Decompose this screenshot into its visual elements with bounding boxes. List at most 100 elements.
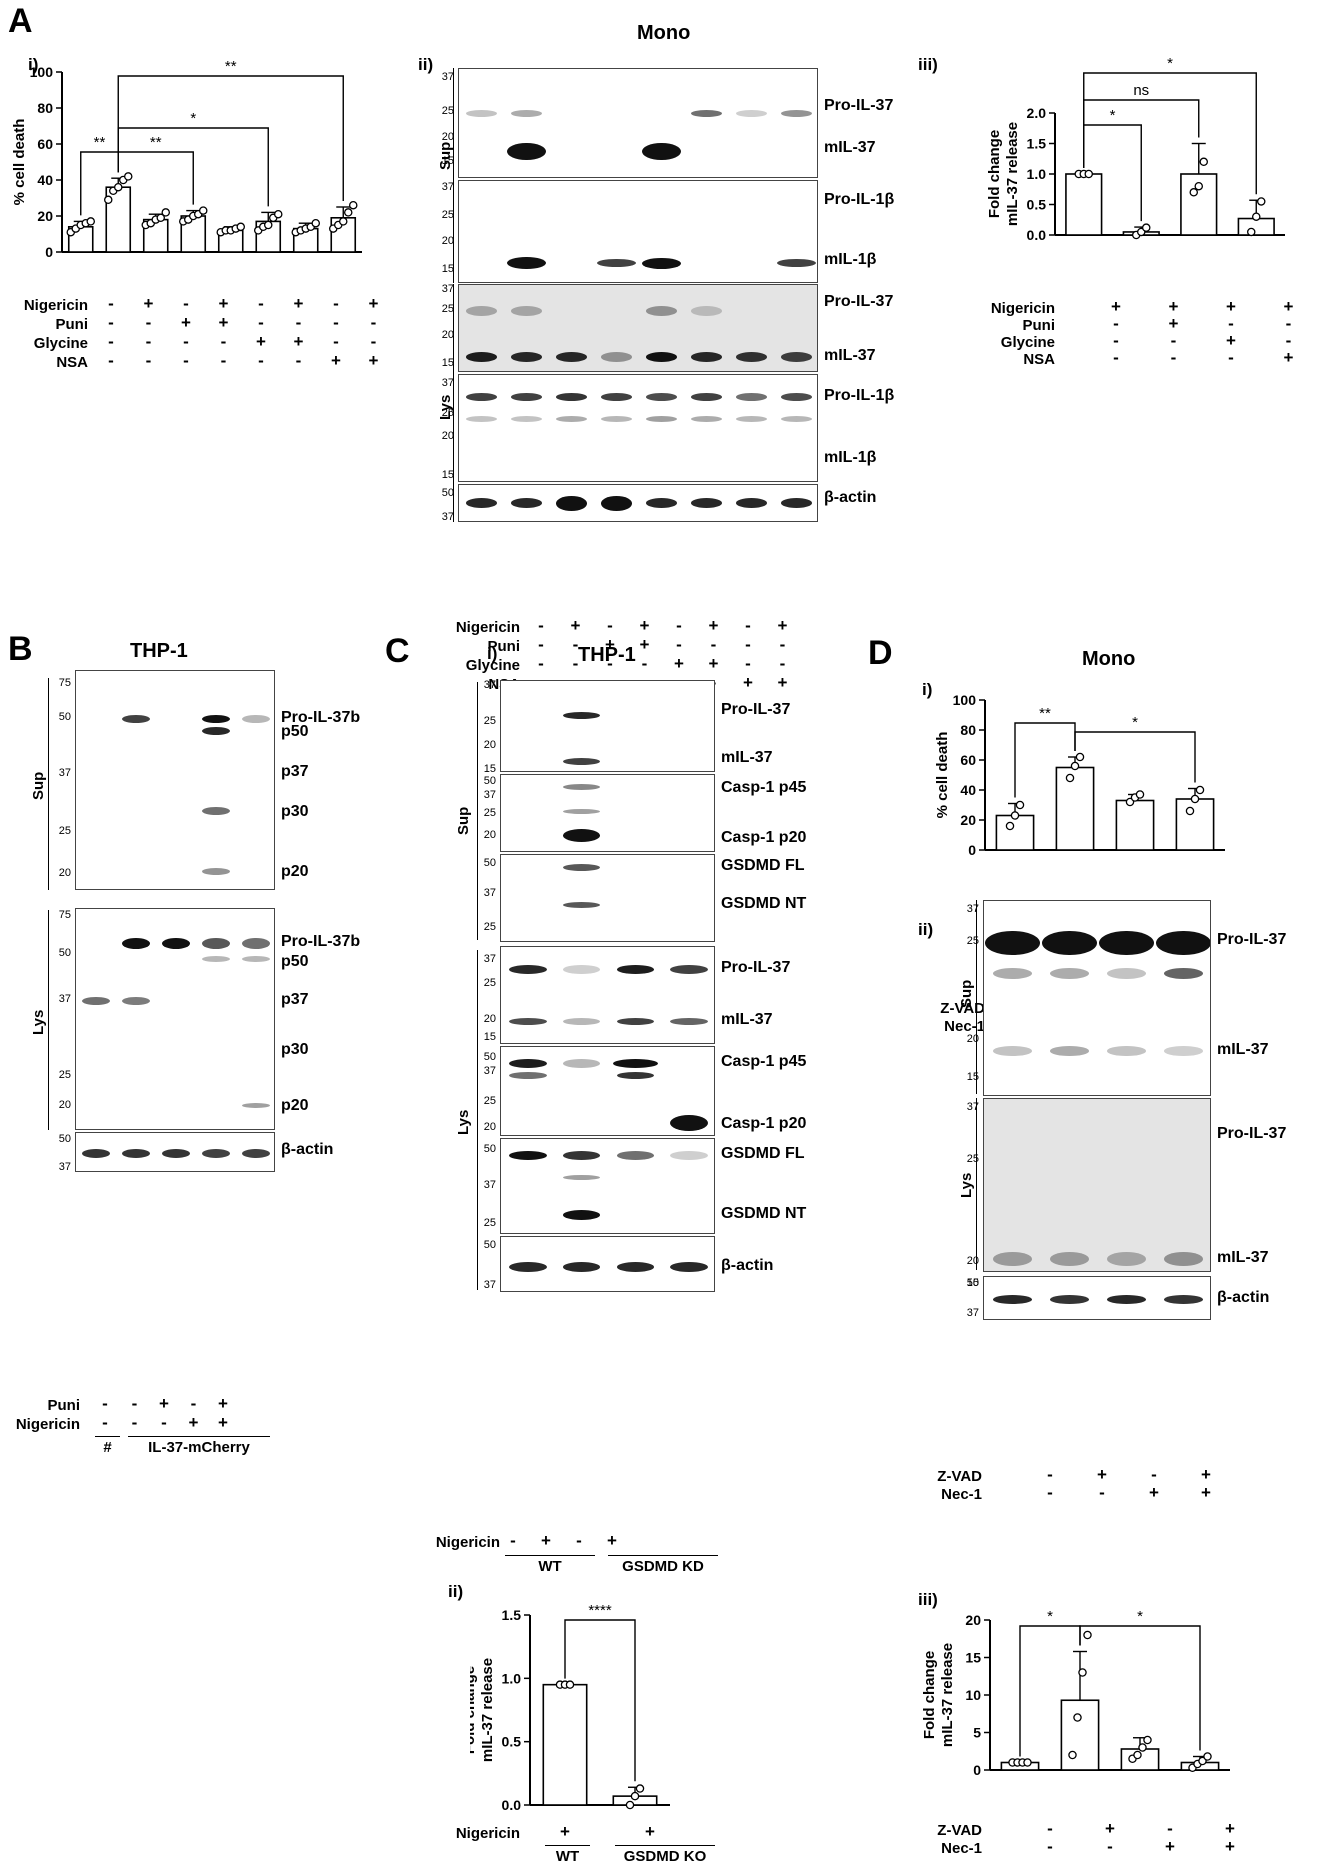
protein-band xyxy=(562,711,601,719)
side-bracket xyxy=(48,678,49,890)
band-label: GSDMD NT xyxy=(721,895,807,912)
protein-band xyxy=(562,964,601,974)
band-label: Pro-IL-37 xyxy=(824,97,894,114)
sign-nec1: + xyxy=(1149,1483,1159,1502)
band-label: β-actin xyxy=(721,1257,774,1274)
chart-a-iii: 0.0 0.5 1.0 1.5 2.0 Fold change mIL-37 release… xyxy=(986,55,1285,243)
sign-glycine: - xyxy=(220,332,227,351)
mw-marker: 15 xyxy=(966,1071,979,1083)
sign-puni: + xyxy=(218,1394,228,1413)
mw-marker: 20 xyxy=(441,235,454,247)
side-bracket xyxy=(477,950,478,1290)
panel-letter-c: C xyxy=(385,632,410,670)
bar xyxy=(1237,217,1275,236)
data-point xyxy=(343,208,353,217)
mw-marker: 37 xyxy=(483,789,496,801)
protein-band xyxy=(202,715,230,723)
data-point xyxy=(124,172,133,181)
data-point xyxy=(1023,1758,1032,1767)
mw-marker: 20 xyxy=(58,867,71,879)
protein-band xyxy=(645,416,678,422)
data-point xyxy=(263,220,273,230)
protein-band xyxy=(670,964,708,974)
sign-zvad: + xyxy=(1225,1819,1235,1838)
protein-band xyxy=(1049,1046,1090,1056)
sign-puni: + xyxy=(605,635,615,654)
subpanel-d-i: i) xyxy=(922,680,933,699)
condition-label-zvad: Z-VAD xyxy=(940,1000,985,1017)
protein-band xyxy=(690,109,723,117)
sign-zvad: + xyxy=(1097,1465,1107,1484)
sign-puni: + xyxy=(218,313,229,332)
sign-glycine: - xyxy=(745,654,751,673)
band-label: β-actin xyxy=(824,489,877,506)
title-mono-a: Mono xyxy=(637,22,691,44)
protein-band xyxy=(122,715,150,723)
mw-marker: 25 xyxy=(483,807,496,819)
band-label: Pro-IL-37 xyxy=(824,293,894,310)
sign-nigericin: - xyxy=(161,1413,167,1432)
significance-label: * xyxy=(1137,1608,1143,1625)
mw-marker: 20 xyxy=(441,131,454,143)
sign-puni: + xyxy=(181,313,191,332)
sign-nigericin: + xyxy=(188,1413,199,1432)
band-label: Casp-1 p45 xyxy=(721,1053,807,1070)
band-label: GSDMD FL xyxy=(721,857,805,874)
band-label: Pro-IL-37 xyxy=(1217,931,1287,948)
y-axis-label: Fold change xyxy=(470,1666,478,1754)
y-tick-label: 80 xyxy=(960,722,976,738)
group-label: WT xyxy=(505,1555,595,1575)
band-label: p37 xyxy=(281,763,309,780)
sign-zvad: - xyxy=(1167,1819,1173,1838)
protein-band xyxy=(509,1262,547,1272)
sign-nigericin: + xyxy=(560,1822,570,1841)
band-label: mIL-37 xyxy=(824,347,876,364)
mw-marker: 50 xyxy=(483,857,496,869)
sign-nsa: - xyxy=(295,351,302,370)
band-label: mIL-37 xyxy=(824,139,876,156)
y-tick-label: 5 xyxy=(973,1725,981,1741)
data-point xyxy=(1189,188,1198,197)
protein-band xyxy=(202,807,230,815)
data-point xyxy=(1078,1668,1087,1677)
mw-marker: 20 xyxy=(483,1013,496,1025)
condition-label-nigericin: Nigericin xyxy=(990,300,1055,317)
sign-glycine: - xyxy=(108,332,114,351)
band-label: p20 xyxy=(281,863,309,880)
protein-band xyxy=(562,1150,601,1160)
protein-band xyxy=(510,306,543,316)
significance-label: ** xyxy=(225,58,237,75)
protein-band xyxy=(202,867,230,875)
protein-band xyxy=(670,1017,708,1025)
sign-nsa: - xyxy=(258,351,264,370)
data-point xyxy=(156,213,165,223)
y-tick-label: 1.5 xyxy=(502,1607,522,1623)
protein-band xyxy=(616,1017,655,1025)
sign-nsa: - xyxy=(1113,348,1119,367)
data-point xyxy=(1133,1750,1142,1760)
subpanel-d-iii: iii) xyxy=(918,1590,938,1609)
mw-marker: 37 xyxy=(58,993,71,1005)
side-label-sup: Sup xyxy=(437,141,454,170)
sign-nigericin: + xyxy=(708,616,719,635)
protein-band xyxy=(555,393,588,401)
protein-band xyxy=(1106,1252,1147,1266)
protein-band xyxy=(1049,1294,1090,1304)
blot-membrane xyxy=(500,854,715,942)
protein-band xyxy=(1163,967,1204,979)
condition-label-puni: Puni xyxy=(487,638,521,655)
subpanel-c-ii: ii) xyxy=(448,1582,464,1601)
side-bracket xyxy=(477,682,478,940)
bar xyxy=(1055,766,1095,851)
protein-band xyxy=(122,937,150,949)
mw-marker: 20 xyxy=(966,1033,979,1045)
condition-label-nigericin: Nigericin xyxy=(435,1534,500,1551)
mw-marker: 37 xyxy=(58,767,71,779)
mw-marker: 25 xyxy=(441,209,454,221)
protein-band xyxy=(1106,967,1147,979)
side-label-lys: Lys xyxy=(958,1172,975,1198)
sign-nigericin: + xyxy=(639,616,650,635)
mw-marker: 50 xyxy=(483,1239,496,1251)
y-tick-label: 1.0 xyxy=(502,1670,522,1686)
